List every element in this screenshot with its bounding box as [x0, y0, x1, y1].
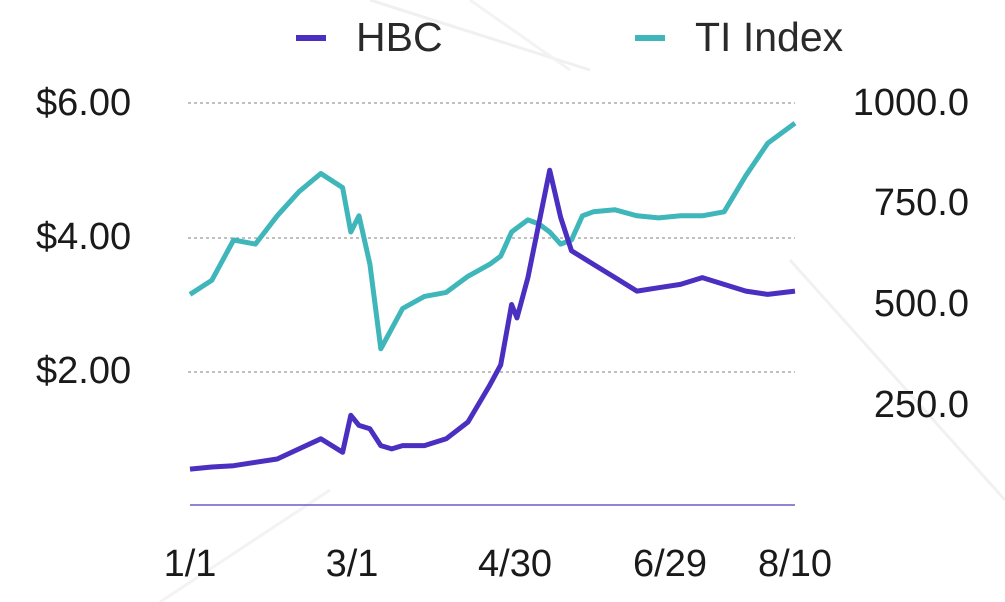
legend-label-ti-index: TI Index — [695, 14, 844, 60]
x-axis-tick-2: 3/1 — [325, 543, 379, 585]
left-axis-tick-6: $6.00 — [36, 82, 132, 124]
right-axis-tick-250: 250.0 — [873, 384, 969, 426]
left-axis-tick-4: $4.00 — [36, 216, 132, 258]
right-axis-tick-750: 750.0 — [873, 182, 969, 224]
chart-legend: HBC TI Index — [0, 14, 1005, 64]
legend-item-hbc: HBC — [296, 14, 443, 61]
right-axis-tick-1000: 1000.0 — [852, 82, 969, 124]
left-axis-tick-2: $2.00 — [36, 350, 132, 392]
legend-swatch-ti-icon — [635, 34, 665, 41]
legend-swatch-hbc-icon — [296, 34, 326, 41]
hbc-line — [189, 167, 796, 472]
legend-label-hbc: HBC — [356, 14, 443, 60]
gridlines — [188, 102, 795, 373]
legend-item-ti-index: TI Index — [635, 14, 843, 61]
x-axis-tick-5: 8/10 — [758, 543, 832, 585]
x-axis-tick-3: 4/30 — [478, 543, 552, 585]
x-axis-tick-1: 1/1 — [163, 543, 217, 585]
ti-index-line — [188, 121, 797, 352]
right-axis-tick-500: 500.0 — [873, 283, 969, 325]
x-axis-tick-4: 6/29 — [633, 543, 707, 585]
